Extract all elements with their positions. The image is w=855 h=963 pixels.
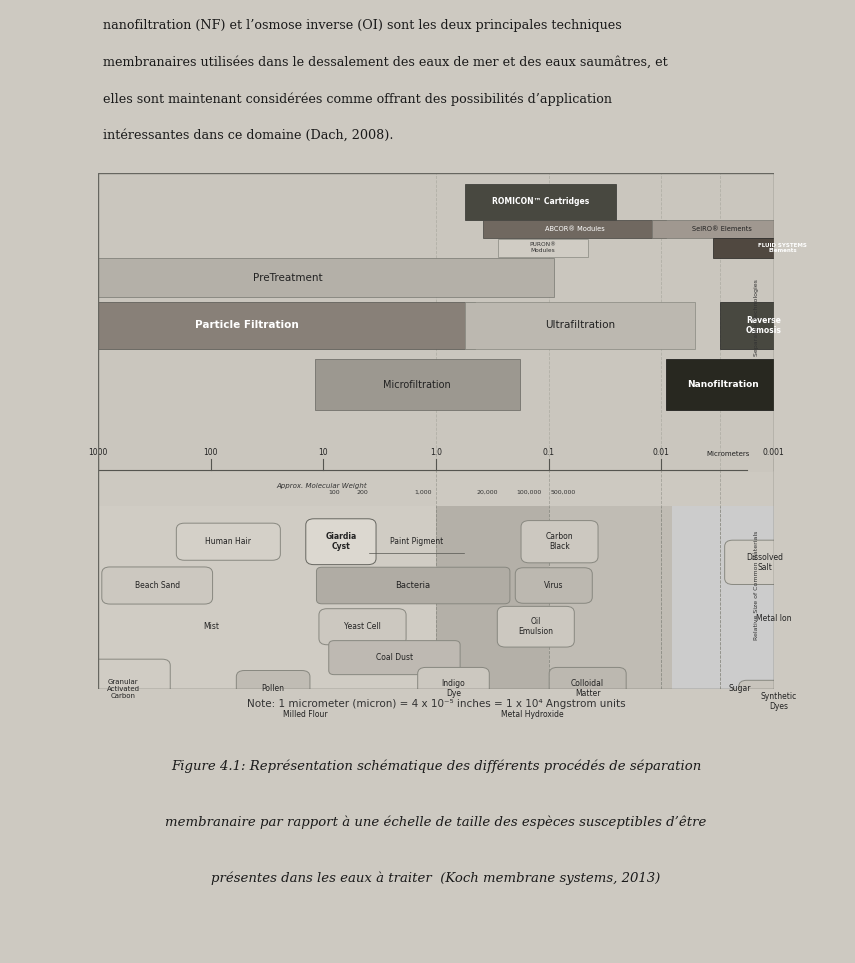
Text: Carbon
Black: Carbon Black xyxy=(545,532,574,552)
Text: FLUID SYSTEMS
Elements: FLUID SYSTEMS Elements xyxy=(758,243,807,253)
Text: 200: 200 xyxy=(357,490,369,495)
FancyBboxPatch shape xyxy=(176,523,280,560)
Text: Beach Sand: Beach Sand xyxy=(134,581,180,590)
Bar xyxy=(98,506,436,689)
FancyBboxPatch shape xyxy=(498,607,575,647)
Text: Metal Hydroxide: Metal Hydroxide xyxy=(501,710,564,718)
Text: Reverse
Osmosis: Reverse Osmosis xyxy=(746,316,781,335)
Bar xyxy=(672,506,774,689)
FancyBboxPatch shape xyxy=(220,697,391,731)
Text: PURON®
Modules: PURON® Modules xyxy=(529,243,557,253)
Bar xyxy=(666,359,779,410)
Text: Metal Ion: Metal Ion xyxy=(756,614,792,623)
Text: membranaire par rapport à une échelle de taille des espèces susceptibles d’être: membranaire par rapport à une échelle de… xyxy=(165,816,707,829)
Text: Human Hair: Human Hair xyxy=(205,537,251,546)
FancyBboxPatch shape xyxy=(236,670,310,707)
FancyBboxPatch shape xyxy=(329,640,460,675)
Text: Ultrafiltration: Ultrafiltration xyxy=(545,321,616,330)
Bar xyxy=(712,238,852,258)
FancyBboxPatch shape xyxy=(739,680,819,722)
Text: 10: 10 xyxy=(319,448,328,456)
Text: Dissolved
Salt: Dissolved Salt xyxy=(746,553,783,572)
Text: Indigo
Dye: Indigo Dye xyxy=(442,679,465,698)
Text: 100,000: 100,000 xyxy=(516,490,541,495)
Text: SelRO® Elements: SelRO® Elements xyxy=(692,226,752,232)
Text: 100: 100 xyxy=(203,448,218,456)
FancyBboxPatch shape xyxy=(521,521,598,562)
Text: Microfiltration: Microfiltration xyxy=(383,379,451,390)
Text: 0.1: 0.1 xyxy=(543,448,555,456)
Text: Note: 1 micrometer (micron) = 4 x 10⁻⁵ inches = 1 x 10⁴ Angstrom units: Note: 1 micrometer (micron) = 4 x 10⁻⁵ i… xyxy=(247,699,625,710)
Text: Separation Technologies: Separation Technologies xyxy=(754,279,759,356)
FancyBboxPatch shape xyxy=(316,567,510,604)
Text: présentes dans les eaux à traiter  (Koch membrane systems, 2013): présentes dans les eaux à traiter (Koch … xyxy=(211,872,661,885)
Text: Colloidal
Matter: Colloidal Matter xyxy=(571,679,604,698)
Text: Giardia
Cyst: Giardia Cyst xyxy=(325,532,357,552)
Text: Pollen: Pollen xyxy=(262,684,285,693)
Text: ROMICON™ Cartridges: ROMICON™ Cartridges xyxy=(492,197,589,206)
Bar xyxy=(720,302,808,349)
Text: membranaires utilisées dans le dessalement des eaux de mer et des eaux saumâtres: membranaires utilisées dans le dessaleme… xyxy=(103,56,668,68)
Text: intéressantes dans ce domaine (Dach, 2008).: intéressantes dans ce domaine (Dach, 200… xyxy=(103,128,393,142)
Text: 100: 100 xyxy=(328,490,340,495)
FancyBboxPatch shape xyxy=(725,540,805,585)
Bar xyxy=(98,302,475,349)
Text: Coal Dust: Coal Dust xyxy=(376,653,413,663)
FancyBboxPatch shape xyxy=(453,697,612,731)
Text: 1,000: 1,000 xyxy=(415,490,432,495)
Text: Micrometers: Micrometers xyxy=(707,451,750,456)
FancyBboxPatch shape xyxy=(418,667,489,710)
FancyBboxPatch shape xyxy=(102,567,213,604)
Bar xyxy=(498,239,587,257)
FancyBboxPatch shape xyxy=(76,660,170,717)
FancyBboxPatch shape xyxy=(319,609,406,645)
Text: Milled Flour: Milled Flour xyxy=(283,710,327,718)
Text: 20,000: 20,000 xyxy=(476,490,498,495)
Text: Oil
Emulsion: Oil Emulsion xyxy=(518,617,553,637)
Text: Granular
Activated
Carbon: Granular Activated Carbon xyxy=(107,679,140,698)
Text: 0.001: 0.001 xyxy=(763,448,785,456)
Text: Synthetic
Dyes: Synthetic Dyes xyxy=(761,691,797,711)
Bar xyxy=(436,506,549,689)
FancyBboxPatch shape xyxy=(306,519,376,564)
Bar xyxy=(483,221,666,238)
Text: Nanofiltration: Nanofiltration xyxy=(687,380,758,389)
Text: Sugar: Sugar xyxy=(728,684,752,693)
Text: PreTreatment: PreTreatment xyxy=(252,273,322,283)
Text: Paint Pigment: Paint Pigment xyxy=(390,537,443,546)
Text: 1.0: 1.0 xyxy=(430,448,442,456)
Text: nanofiltration (NF) et l’osmose inverse (OI) sont les deux principales technique: nanofiltration (NF) et l’osmose inverse … xyxy=(103,19,622,32)
Text: Particle Filtration: Particle Filtration xyxy=(195,321,298,330)
Text: Virus: Virus xyxy=(544,581,563,590)
Text: ABCOR® Modules: ABCOR® Modules xyxy=(545,226,604,232)
Bar xyxy=(465,302,695,349)
Text: 0.01: 0.01 xyxy=(652,448,669,456)
Bar xyxy=(465,184,616,220)
Text: Approx. Molecular Weight: Approx. Molecular Weight xyxy=(276,482,367,488)
Text: Bacteria: Bacteria xyxy=(396,581,431,590)
Text: Yeast Cell: Yeast Cell xyxy=(344,622,381,631)
Bar xyxy=(98,258,554,297)
Text: Relative Size of Common Materials: Relative Size of Common Materials xyxy=(754,531,759,640)
Bar xyxy=(315,359,520,410)
Text: elles sont maintenant considérées comme offrant des possibilités d’application: elles sont maintenant considérées comme … xyxy=(103,92,611,106)
Text: Figure 4.1: Représentation schématique des différents procédés de séparation: Figure 4.1: Représentation schématique d… xyxy=(171,759,701,772)
Bar xyxy=(549,506,672,689)
FancyBboxPatch shape xyxy=(516,568,593,603)
Bar xyxy=(652,221,791,238)
Text: 500,000: 500,000 xyxy=(550,490,575,495)
FancyBboxPatch shape xyxy=(549,667,626,710)
Text: 1000: 1000 xyxy=(89,448,108,456)
Bar xyxy=(98,173,774,472)
Text: Mist: Mist xyxy=(203,622,219,631)
